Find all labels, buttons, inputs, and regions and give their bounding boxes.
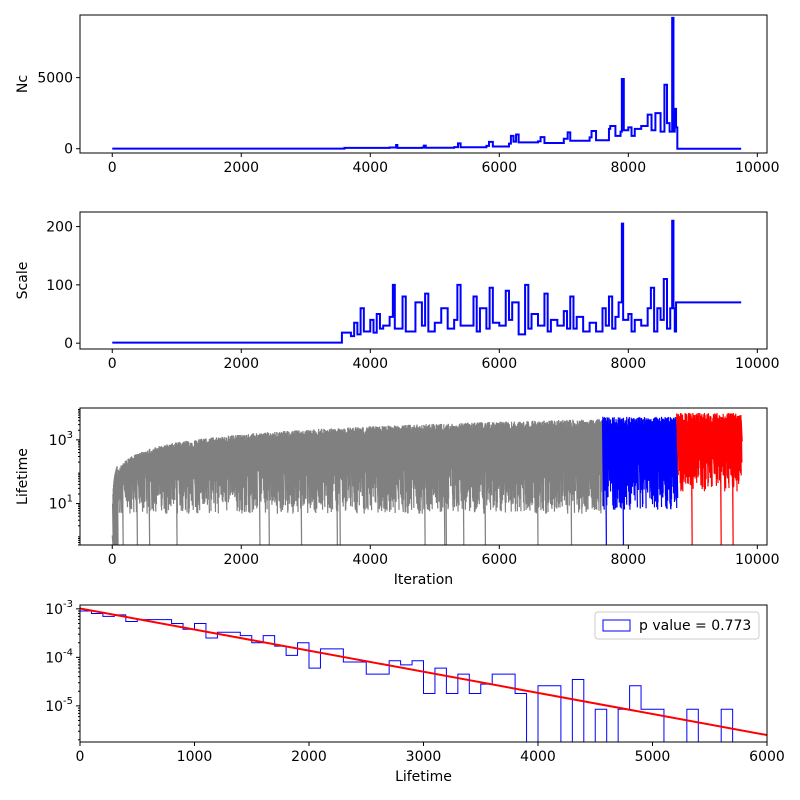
x-tick-label: 2000 (223, 552, 259, 568)
y-tick-label: 200 (46, 220, 73, 236)
x-tick-label: 6000 (481, 552, 517, 568)
y-axis-label: Scale (15, 262, 31, 300)
y-tick-label: 10-5 (45, 696, 73, 715)
axes-frame (79, 14, 768, 154)
x-tick-label: 4000 (352, 356, 388, 372)
x-tick-label: 10000 (735, 160, 780, 176)
x-tick-label: 1000 (177, 749, 213, 765)
x-tick-label: 2000 (223, 160, 259, 176)
axes-2: 0 2000 4000 6000 8000 10000 0 100 200 Scale (15, 211, 780, 372)
x-tick-label: 6000 (481, 356, 517, 372)
x-tick-label: 6000 (481, 160, 517, 176)
x-tick-label: 10000 (735, 552, 780, 568)
legend: p value = 0.773 (594, 611, 760, 640)
axes-3: 0 2000 4000 6000 8000 10000 101 103 Lifetime Iter… (15, 407, 780, 588)
legend-box (594, 611, 760, 640)
axes-1: 0 2000 4000 6000 8000 10000 0 5000 Nc (15, 14, 780, 176)
x-tick-label: 4000 (352, 552, 388, 568)
x-tick-label: 8000 (610, 356, 646, 372)
x-tick-label: 3000 (406, 749, 442, 765)
x-tick-label: 0 (76, 749, 85, 765)
y-tick-label: 103 (49, 430, 73, 449)
legend-label: p value = 0.773 (639, 618, 751, 634)
y-tick-label: 101 (49, 494, 73, 513)
x-tick-label: 2000 (291, 749, 327, 765)
x-tick-label: 2000 (223, 356, 259, 372)
x-tick-label: 0 (108, 160, 117, 176)
x-axis-label: Lifetime (395, 769, 452, 785)
y-tick-label: 10-4 (45, 647, 73, 666)
series-lifetime-trace (111, 419, 605, 545)
y-axis-label: Nc (15, 75, 31, 93)
x-tick-label: 4000 (520, 749, 556, 765)
x-tick-label: 0 (108, 552, 117, 568)
series-line (112, 219, 742, 344)
axes-frame (79, 211, 768, 350)
y-tick-label: 100 (46, 278, 73, 294)
axes-frame (79, 604, 768, 743)
axes-4: 0 1000 2000 3000 4000 5000 6000 10-5 10-4 10-3 Lif… (45, 599, 785, 785)
histogram-steps (80, 610, 734, 742)
x-tick-label: 5000 (635, 749, 671, 765)
y-tick-label: 0 (64, 336, 73, 352)
x-tick-label: 0 (108, 356, 117, 372)
x-tick-label: 4000 (352, 160, 388, 176)
y-axis-label: Lifetime (15, 448, 31, 505)
legend-swatch (602, 619, 631, 632)
series-lifetime-trace (676, 412, 743, 545)
x-tick-label: 10000 (735, 356, 780, 372)
x-axis-label: Iteration (394, 572, 453, 588)
x-tick-label: 6000 (749, 749, 785, 765)
x-tick-label: 8000 (610, 552, 646, 568)
fit-line (80, 607, 767, 737)
series-line (112, 16, 742, 150)
axes-frame (79, 407, 768, 546)
y-tick-label: 10-3 (45, 599, 73, 618)
y-tick-label: 0 (64, 142, 73, 158)
series-lifetime-trace (601, 416, 679, 545)
x-tick-label: 8000 (610, 160, 646, 176)
y-tick-label: 5000 (37, 71, 73, 87)
